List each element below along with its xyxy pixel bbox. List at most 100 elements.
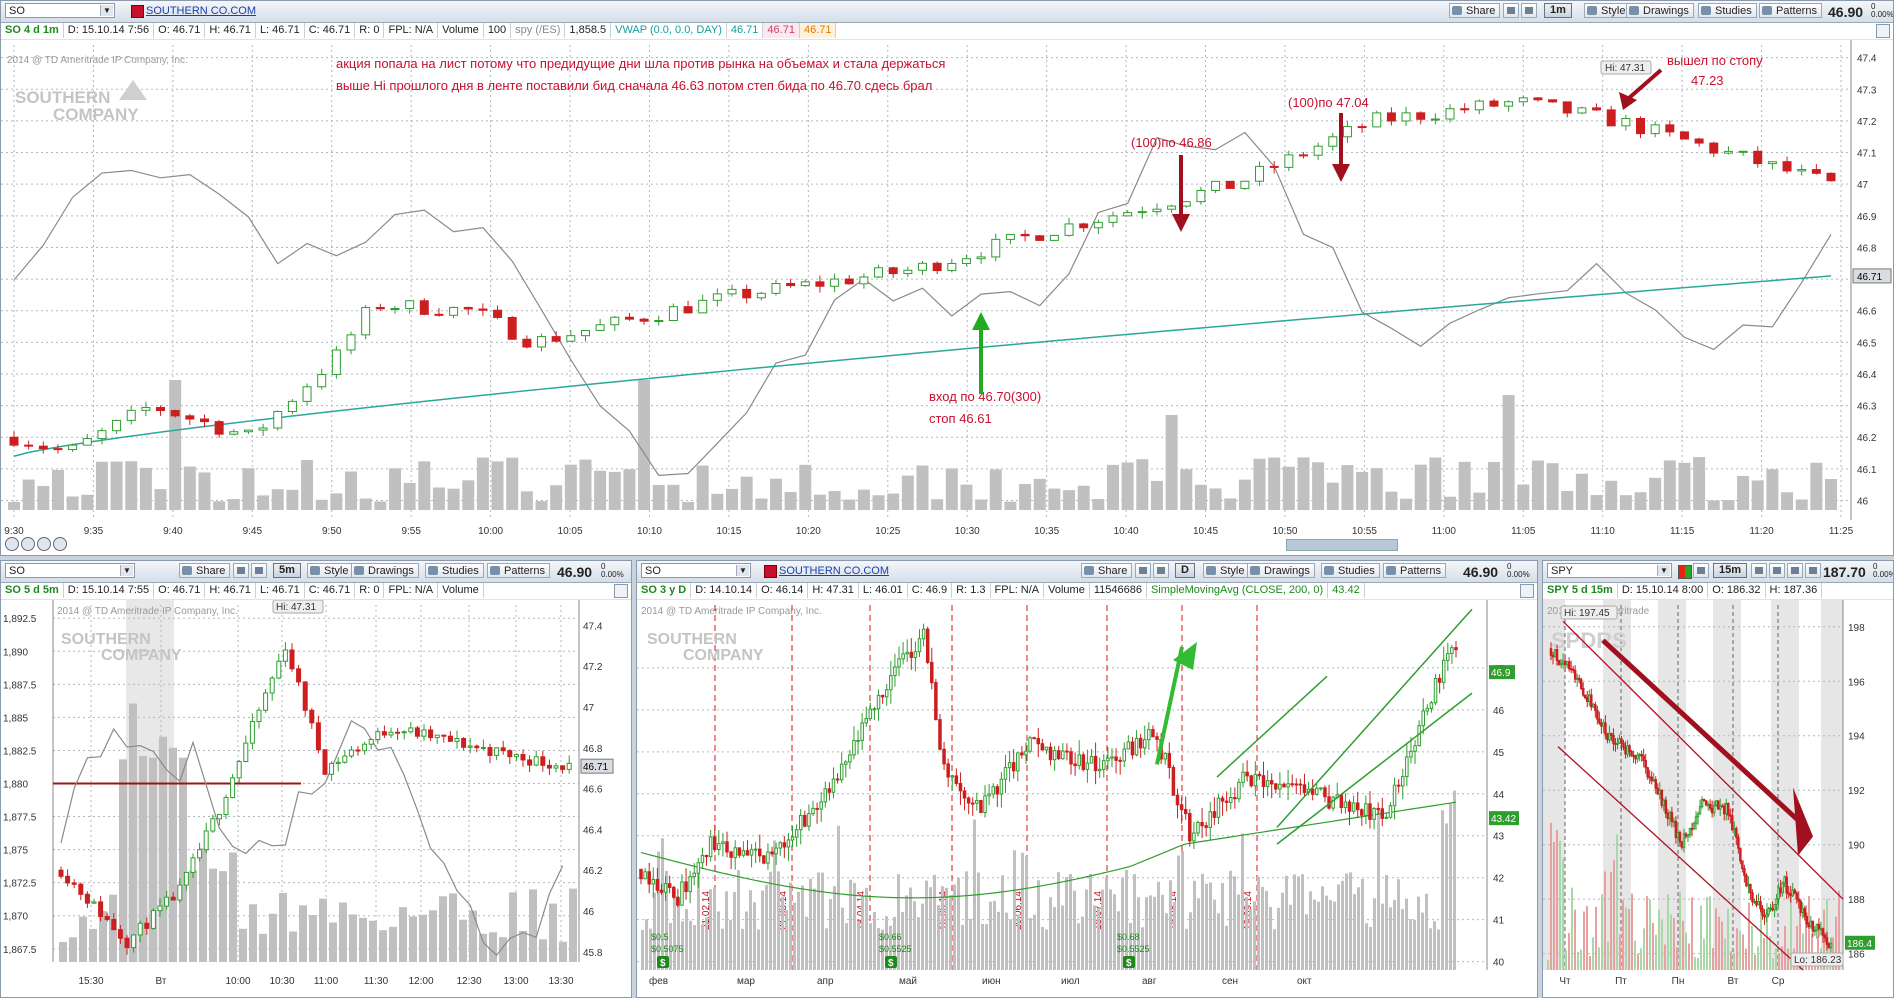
zoom-in-icon[interactable] [21, 537, 35, 551]
bm-info-bar: SO 3 y D D: 14.10.14 O: 46.14 H: 47.31 L: 46… [637, 583, 1537, 600]
br-style-button[interactable] [1751, 563, 1767, 578]
intraday-1m-chart[interactable]: 47.447.347.247.14746.946.846.746.646.546… [1, 40, 1893, 555]
reset-icon[interactable] [53, 537, 67, 551]
br-drawings-button[interactable] [1769, 563, 1785, 578]
chevron-down-icon[interactable]: ▼ [1657, 565, 1670, 576]
style-icon [1206, 566, 1216, 575]
chevron-down-icon[interactable]: ▼ [736, 565, 749, 576]
volume-bar [329, 922, 337, 962]
candle [934, 682, 938, 721]
volume-bar [917, 917, 920, 970]
volume-bar [749, 890, 752, 970]
volume-bar [1667, 894, 1669, 970]
wrench-button[interactable] [1503, 3, 1519, 18]
bl-studies-label: Studies [442, 565, 479, 577]
bm-symbol-input[interactable]: SO ▼ [641, 563, 751, 578]
volume-bar [1737, 475, 1750, 510]
bm-patterns-button[interactable]: Patterns [1383, 563, 1446, 578]
aggregation-label[interactable]: SO 4 d 1m [1, 23, 64, 38]
link-group-icon[interactable] [131, 5, 144, 18]
dividend-icon [657, 956, 669, 968]
bl-aggregation-label[interactable]: SO 5 d 5m [1, 583, 64, 598]
volume-bar [849, 879, 852, 970]
bm-last-price: 46.90 [1463, 564, 1499, 580]
bl-symbol-input[interactable]: SO ▼ [5, 563, 135, 578]
candle [889, 675, 893, 691]
br-wrench-button[interactable] [1693, 563, 1709, 578]
volume-bar [1161, 894, 1164, 970]
candle [999, 778, 1004, 795]
collapse-icon[interactable] [614, 584, 628, 598]
volume-bar [154, 489, 167, 510]
chevron-down-icon[interactable]: ▼ [100, 5, 113, 16]
bm-style-button[interactable]: Style [1203, 563, 1250, 578]
patterns-label: Patterns [1776, 5, 1817, 17]
candle [273, 410, 283, 429]
bl-wrench-button[interactable] [233, 563, 249, 578]
br-symbol-input[interactable]: SPY ▼ [1547, 563, 1672, 578]
br-symbol-text: SPY [1551, 565, 1574, 577]
time-scrollbar[interactable] [1286, 539, 1398, 551]
intraday-5m-chart[interactable]: 1,892.5 1,890 1,887.5 1,885 1,882.5 1,880 1,87… [1, 600, 631, 997]
bm-drawings-button[interactable]: Drawings [1247, 563, 1315, 578]
collapse-icon[interactable] [1876, 24, 1890, 38]
drawings-button[interactable]: Drawings [1626, 3, 1694, 18]
candle [725, 841, 729, 853]
time-axis-label: 10:25 [875, 526, 900, 537]
style-button[interactable]: Style [1584, 3, 1631, 18]
link-colors-icon[interactable] [1678, 565, 1692, 579]
bm-share-button[interactable]: Share [1081, 563, 1133, 578]
volume-bar [693, 925, 696, 970]
chevron-down-icon[interactable]: ▼ [120, 565, 133, 576]
volume-bar [1293, 874, 1296, 970]
candle [551, 336, 561, 342]
br-studies-button[interactable] [1787, 563, 1803, 578]
studies-button[interactable]: Studies [1698, 3, 1757, 18]
bl-timeframe-button[interactable]: 5m [273, 563, 301, 578]
bm-aggregation-label[interactable]: SO 3 y D [637, 583, 692, 598]
br-patterns-button[interactable] [1805, 563, 1821, 578]
collapse-icon[interactable] [1520, 584, 1534, 598]
grip-button[interactable] [1521, 3, 1537, 18]
candle [1401, 776, 1405, 787]
candle [1048, 746, 1053, 761]
bm-company-link[interactable]: SOUTHERN CO.COM [779, 565, 889, 577]
link-group-icon[interactable] [764, 565, 777, 578]
bm-wrench-button[interactable] [1135, 563, 1151, 578]
bl-grip-button[interactable] [251, 563, 267, 578]
volume-bar [301, 460, 314, 510]
candle [758, 848, 762, 857]
symbol-input[interactable]: SO ▼ [5, 3, 115, 18]
br-timeframe-button[interactable]: 15m [1713, 563, 1748, 578]
bm-studies-button[interactable]: Studies [1321, 563, 1380, 578]
share-button[interactable]: Share [1449, 3, 1501, 18]
candle [1672, 820, 1676, 823]
volume-bar [1273, 929, 1276, 970]
zoom-out-icon[interactable] [5, 537, 19, 551]
volume-bar [945, 468, 958, 510]
daily-chart[interactable]: 4746454443424140февмарапрмайиюниюлавгсен… [637, 600, 1537, 997]
pan-icon[interactable] [37, 537, 51, 551]
bl-style-button[interactable]: Style [307, 563, 354, 578]
bl-studies-button[interactable]: Studies [425, 563, 484, 578]
time-axis-label: 10:55 [1352, 526, 1377, 537]
bm-grip-button[interactable] [1153, 563, 1169, 578]
bm-timeframe-button[interactable]: D [1175, 563, 1195, 578]
volume-bar [449, 893, 457, 962]
volume-bar [1473, 492, 1486, 510]
candle [78, 883, 84, 895]
bl-patterns-button[interactable]: Patterns [487, 563, 550, 578]
volume-bar [1589, 956, 1591, 970]
br-aggregation-label[interactable]: SPY 5 d 15m [1543, 583, 1618, 598]
zoom-controls[interactable] [5, 536, 75, 552]
patterns-button[interactable]: Patterns [1759, 3, 1822, 18]
candle [1413, 745, 1417, 752]
volume-bar [949, 895, 952, 970]
candle [1563, 660, 1567, 666]
volume-bar [726, 488, 739, 510]
company-link[interactable]: SOUTHERN CO.COM [146, 5, 256, 17]
bl-share-button[interactable]: Share [179, 563, 231, 578]
timeframe-button[interactable]: 1m [1544, 3, 1572, 18]
bl-drawings-button[interactable]: Drawings [351, 563, 419, 578]
